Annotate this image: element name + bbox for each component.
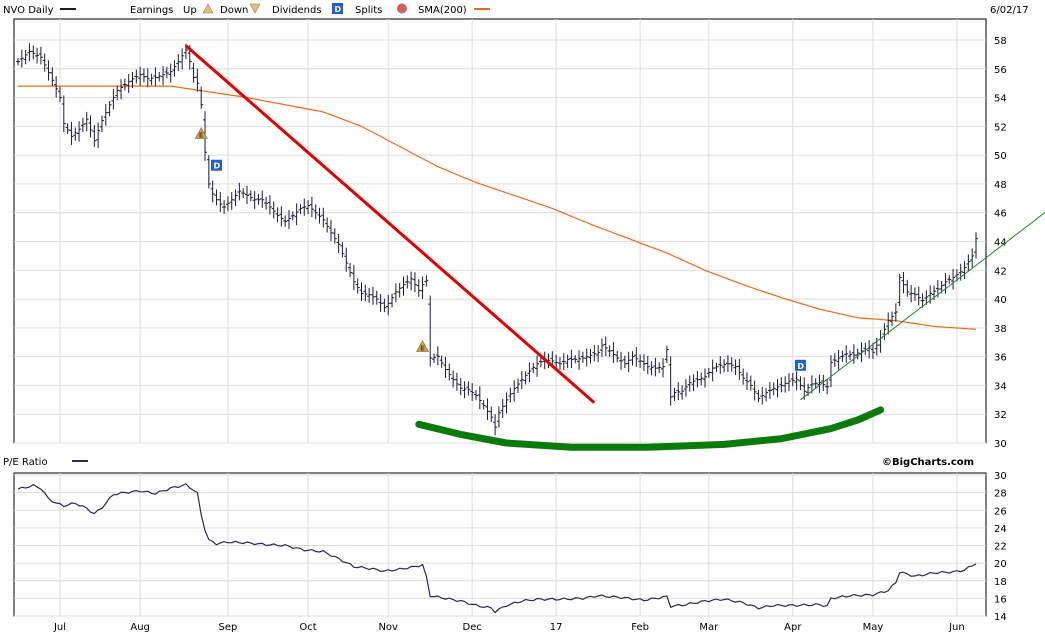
price-y-tick-label: 50 — [994, 151, 1007, 162]
price-y-tick-label: 54 — [994, 94, 1007, 105]
x-tick-label: Nov — [378, 622, 398, 633]
annotation-lines — [184, 44, 1045, 451]
price-y-tick-label: 56 — [994, 65, 1007, 76]
earnings-label: Earnings — [130, 5, 173, 16]
pe-y-tick-label: 30 — [994, 471, 1007, 482]
x-tick-label: Jun — [948, 622, 965, 633]
pe-y-tick-label: 28 — [994, 489, 1007, 500]
sma-line-swatch — [474, 8, 490, 10]
pe-gridlines — [14, 473, 986, 617]
price-y-tick-label: 38 — [994, 324, 1007, 335]
downtrend-line — [184, 44, 596, 404]
x-axis-labels: Jul Aug Sep Oct Nov Dec 17 Feb Mar Apr May Jun — [53, 622, 965, 633]
x-tick-label: Apr — [784, 622, 802, 633]
earnings-up-marker — [416, 339, 430, 352]
chart-legend: NVO Daily Earnings Up Down Dividends D S… — [3, 3, 1029, 16]
pe-panel-frame — [13, 472, 987, 617]
ticker-line-swatch — [60, 8, 76, 10]
price-panel: 30 32 34 36 38 40 42 44 46 48 50 52 54 56 58 E D E D — [13, 18, 1045, 451]
price-y-tick-label: 32 — [994, 410, 1007, 421]
earnings-up-label: Up — [183, 5, 197, 16]
x-tick-label: Jul — [53, 622, 66, 633]
dividend-marker-letter: D — [797, 362, 804, 371]
price-y-axis: 30 32 34 36 38 40 42 44 46 48 50 52 54 56 58 — [994, 36, 1007, 450]
price-y-tick-label: 48 — [994, 180, 1007, 191]
price-y-tick-label: 40 — [994, 295, 1007, 306]
earnings-down-icon — [249, 3, 261, 14]
x-tick-label: Aug — [130, 622, 150, 633]
x-tick-label: Sep — [218, 622, 237, 633]
x-tick-label: Dec — [463, 622, 482, 633]
uptrend-line — [800, 211, 1045, 401]
dividend-icon-letter: D — [335, 5, 342, 14]
price-panel-frame — [13, 18, 987, 444]
pe-y-tick-label: 14 — [994, 612, 1007, 623]
price-y-tick-label: 42 — [994, 266, 1007, 277]
earnings-marker-letter: E — [199, 132, 204, 140]
pe-ratio-line — [17, 482, 977, 614]
price-y-tick-label: 52 — [994, 122, 1007, 133]
x-tick-label: 17 — [550, 622, 563, 633]
dividend-marker — [210, 159, 222, 171]
pe-y-tick-label: 16 — [994, 594, 1007, 605]
pe-y-tick-label: 22 — [994, 542, 1007, 553]
splits-label: Splits — [355, 5, 382, 16]
rounded-bottom-curve — [415, 406, 885, 451]
event-markers: E D E D — [194, 126, 806, 371]
x-tick-label: Feb — [631, 622, 649, 633]
price-y-tick-label: 46 — [994, 209, 1007, 220]
earnings-down-label: Down — [220, 5, 248, 16]
x-tick-label: May — [863, 622, 884, 633]
ticker-label: NVO Daily — [3, 5, 54, 16]
price-y-tick-label: 44 — [994, 238, 1007, 249]
x-tick-label: Mar — [699, 622, 719, 633]
bigcharts-credit: ©BigCharts.com — [882, 457, 974, 468]
date-label: 6/02/17 — [990, 5, 1029, 16]
price-y-tick-label: 58 — [994, 36, 1007, 47]
price-y-tick-label: 30 — [994, 439, 1007, 450]
earnings-marker-letter: E — [420, 345, 425, 353]
pe-y-tick-label: 20 — [994, 559, 1007, 570]
pe-line-swatch — [72, 460, 88, 462]
sma-200-line — [18, 85, 977, 330]
dividend-marker-letter: D — [213, 162, 220, 171]
dividends-label: Dividends — [272, 5, 322, 16]
price-gridlines — [14, 19, 986, 444]
pe-y-tick-label: 18 — [994, 577, 1007, 588]
pe-ratio-label: P/E Ratio — [3, 457, 48, 468]
pe-panel: P/E Ratio ©BigCharts.com 14 16 18 20 22 24 26 2… — [3, 457, 1007, 623]
pe-y-axis: 14 16 18 20 22 24 26 28 30 — [994, 471, 1007, 623]
price-y-tick-label: 36 — [994, 353, 1007, 364]
x-tick-label: Oct — [299, 622, 316, 633]
pe-y-tick-label: 26 — [994, 506, 1007, 517]
dividend-icon — [332, 3, 343, 14]
price-bars — [16, 43, 978, 436]
price-y-tick-label: 34 — [994, 381, 1007, 392]
sma-label: SMA(200) — [418, 5, 467, 16]
earnings-up-icon — [202, 3, 214, 14]
dividend-marker — [794, 359, 806, 371]
earnings-up-marker — [194, 126, 208, 139]
splits-icon — [397, 3, 407, 14]
pe-y-tick-label: 24 — [994, 524, 1007, 535]
